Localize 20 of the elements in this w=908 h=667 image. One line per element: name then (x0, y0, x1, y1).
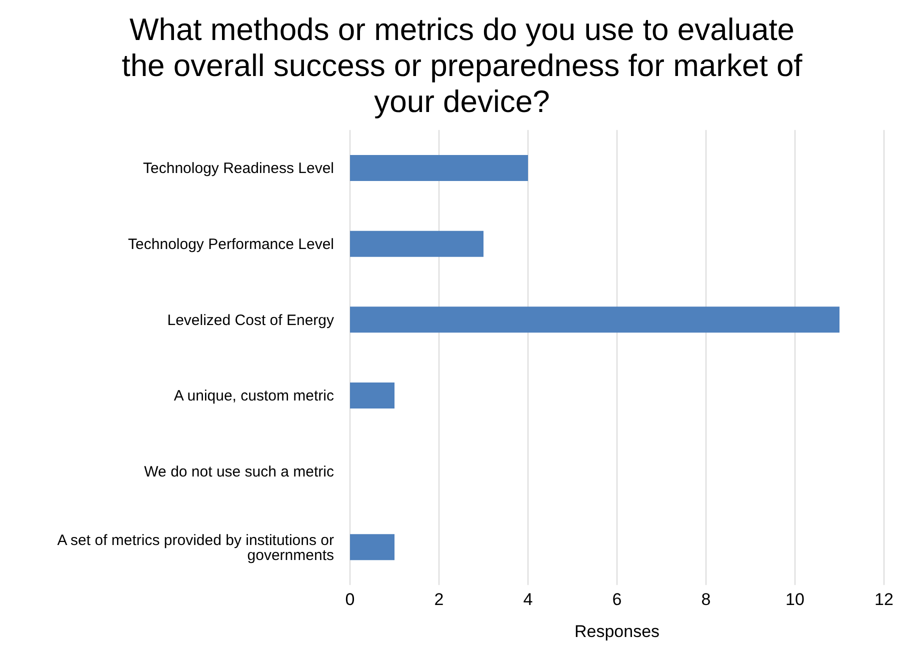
x-tick-label: 4 (523, 590, 533, 610)
y-tick-label: Technology Performance Level (128, 236, 334, 254)
y-tick-label: A unique, custom metric (174, 388, 334, 405)
bar (350, 230, 484, 257)
chart-title: What methods or metrics do you use to evaluate the overall success or preparedness for market of your device? (120, 11, 804, 120)
bar (350, 306, 840, 333)
y-tick-label: Technology Readiness Level (143, 160, 334, 178)
x-tick-label: 2 (434, 590, 444, 610)
y-tick-label: Levelized Cost of Energy (167, 312, 334, 329)
x-tick-label: 10 (786, 590, 804, 610)
x-tick-label: 0 (345, 590, 355, 610)
x-tick-label: 6 (612, 590, 622, 610)
bar (350, 382, 394, 408)
x-tick-label: 8 (701, 590, 711, 610)
x-axis-title: Responses (574, 622, 660, 641)
bar (350, 534, 394, 560)
y-tick-label: A set of metrics provided by institutions or governments (57, 532, 334, 564)
y-tick-label: We do not use such a metric (144, 464, 334, 481)
x-tick-label: 12 (874, 590, 894, 610)
bar (350, 155, 528, 181)
